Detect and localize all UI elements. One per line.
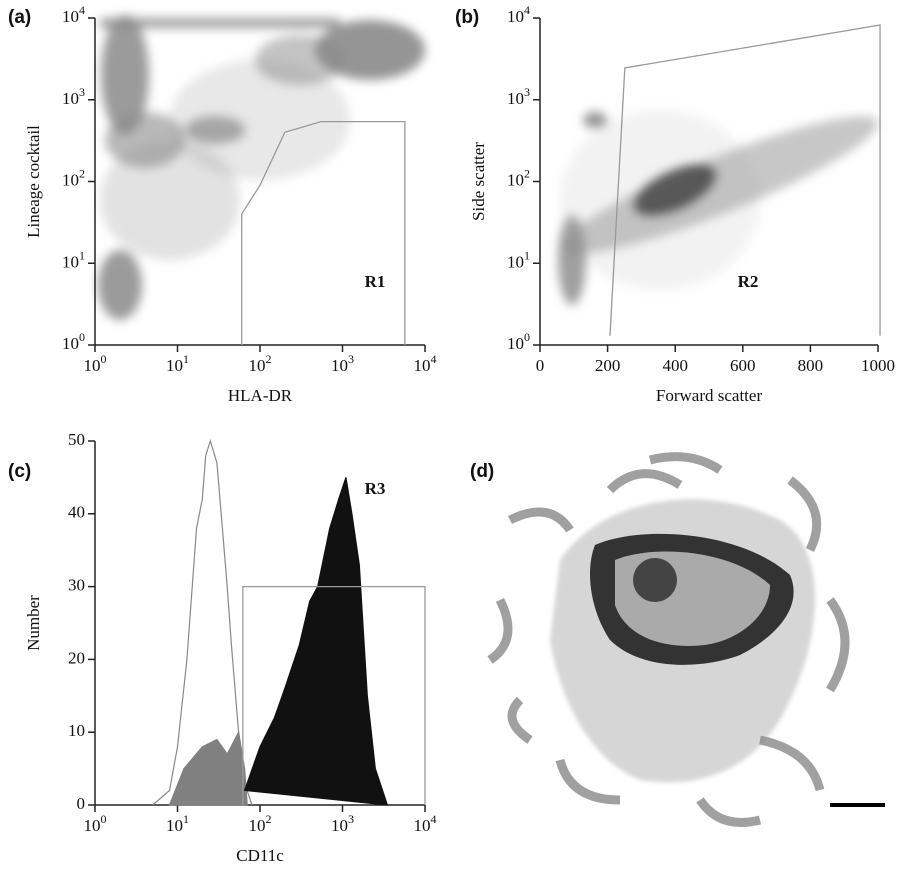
tick-label: 1000 bbox=[861, 356, 895, 375]
tick-label-exponent: 1 bbox=[79, 248, 85, 262]
tick-label: 101 bbox=[62, 248, 85, 271]
tick-label-base: 10 bbox=[249, 816, 266, 835]
panel-label: (d) bbox=[470, 461, 494, 482]
tick-label-base: 10 bbox=[507, 7, 524, 26]
x-axis-label: Forward scatter bbox=[656, 386, 763, 405]
gate-label: R3 bbox=[365, 479, 386, 498]
tick-label: 101 bbox=[166, 812, 189, 835]
tick-label: 200 bbox=[595, 356, 621, 375]
tick-label: 100 bbox=[507, 330, 530, 353]
tick-label: 104 bbox=[414, 812, 437, 835]
gate bbox=[609, 24, 881, 336]
panel-label: (a) bbox=[8, 7, 31, 28]
tick-label-base: 10 bbox=[84, 816, 101, 835]
panel-label: (b) bbox=[455, 7, 479, 28]
tick-label: 400 bbox=[662, 356, 688, 375]
tick-label-base: 10 bbox=[62, 334, 79, 353]
tick-label: 50 bbox=[68, 430, 85, 449]
micrograph bbox=[487, 452, 885, 827]
tick-label-base: 10 bbox=[414, 816, 431, 835]
tick-label-base: 10 bbox=[62, 252, 79, 271]
tick-label: 100 bbox=[62, 330, 85, 353]
tick-label: 102 bbox=[62, 166, 85, 189]
tick-label-base: 10 bbox=[62, 7, 79, 26]
tick-label-exponent: 2 bbox=[266, 812, 272, 826]
tick-label-exponent: 4 bbox=[79, 3, 85, 17]
tick-label: 103 bbox=[331, 812, 354, 835]
tick-label: 103 bbox=[331, 352, 354, 375]
tick-label-exponent: 0 bbox=[79, 330, 85, 344]
tick-label-base: 10 bbox=[166, 816, 183, 835]
tick-label-exponent: 3 bbox=[524, 85, 530, 99]
tick-label-exponent: 4 bbox=[524, 3, 530, 17]
y-axis-label: Side scatter bbox=[469, 142, 488, 221]
y-axis-label: Number bbox=[24, 595, 43, 651]
gate bbox=[241, 120, 406, 345]
tick-label-exponent: 1 bbox=[183, 352, 189, 366]
tick-label: 600 bbox=[730, 356, 756, 375]
tick-label-base: 10 bbox=[331, 816, 348, 835]
tick-label: 40 bbox=[68, 503, 85, 522]
tick-label: 800 bbox=[798, 356, 824, 375]
tick-label-base: 10 bbox=[331, 356, 348, 375]
cell-clouds bbox=[558, 110, 878, 305]
tick-label: 100 bbox=[84, 812, 107, 835]
tick-label-base: 10 bbox=[507, 170, 524, 189]
tick-label-exponent: 4 bbox=[431, 812, 437, 826]
tick-label: 10 bbox=[68, 721, 85, 740]
cell-clouds bbox=[98, 15, 425, 320]
tick-label-base: 10 bbox=[62, 89, 79, 108]
tick-label: 104 bbox=[507, 3, 530, 26]
histogram bbox=[152, 438, 253, 806]
tick-label: 101 bbox=[507, 248, 530, 271]
x-axis-label: HLA-DR bbox=[228, 386, 293, 405]
tick-label-exponent: 3 bbox=[348, 812, 354, 826]
histogram bbox=[168, 730, 248, 806]
tick-label: 102 bbox=[249, 812, 272, 835]
histogram bbox=[243, 477, 389, 806]
tick-label-exponent: 4 bbox=[431, 352, 437, 366]
gate-label: R1 bbox=[365, 272, 386, 291]
tick-label-exponent: 2 bbox=[524, 166, 530, 180]
tick-label-exponent: 0 bbox=[524, 330, 530, 344]
tick-label: 103 bbox=[62, 85, 85, 108]
tick-label-exponent: 0 bbox=[101, 812, 107, 826]
tick-label-exponent: 1 bbox=[183, 812, 189, 826]
tick-label: 102 bbox=[249, 352, 272, 375]
tick-label-exponent: 2 bbox=[79, 166, 85, 180]
tick-label: 100 bbox=[84, 352, 107, 375]
tick-label-base: 10 bbox=[166, 356, 183, 375]
tick-label: 104 bbox=[414, 352, 437, 375]
tick-label: 30 bbox=[68, 576, 85, 595]
y-axis-label: Lineage cocktail bbox=[24, 125, 43, 238]
tick-label-base: 10 bbox=[507, 89, 524, 108]
tick-label-base: 10 bbox=[507, 334, 524, 353]
tick-label: 103 bbox=[507, 85, 530, 108]
gate-label: R2 bbox=[738, 272, 759, 291]
tick-label: 0 bbox=[77, 794, 86, 813]
tick-label-exponent: 1 bbox=[524, 248, 530, 262]
tick-label: 101 bbox=[166, 352, 189, 375]
tick-label-exponent: 0 bbox=[101, 352, 107, 366]
tick-label-base: 10 bbox=[84, 356, 101, 375]
tick-label: 104 bbox=[62, 3, 85, 26]
x-axis-label: CD11c bbox=[236, 846, 284, 865]
gate bbox=[242, 585, 426, 805]
tick-label: 102 bbox=[507, 166, 530, 189]
tick-label-base: 10 bbox=[62, 170, 79, 189]
tick-label-exponent: 3 bbox=[79, 85, 85, 99]
tick-label-base: 10 bbox=[507, 252, 524, 271]
tick-label-exponent: 3 bbox=[348, 352, 354, 366]
tick-label-base: 10 bbox=[249, 356, 266, 375]
panel-label: (c) bbox=[8, 461, 31, 482]
tick-label-base: 10 bbox=[414, 356, 431, 375]
tick-label: 20 bbox=[68, 648, 85, 667]
tick-label-exponent: 2 bbox=[266, 352, 272, 366]
tick-label: 0 bbox=[536, 356, 545, 375]
